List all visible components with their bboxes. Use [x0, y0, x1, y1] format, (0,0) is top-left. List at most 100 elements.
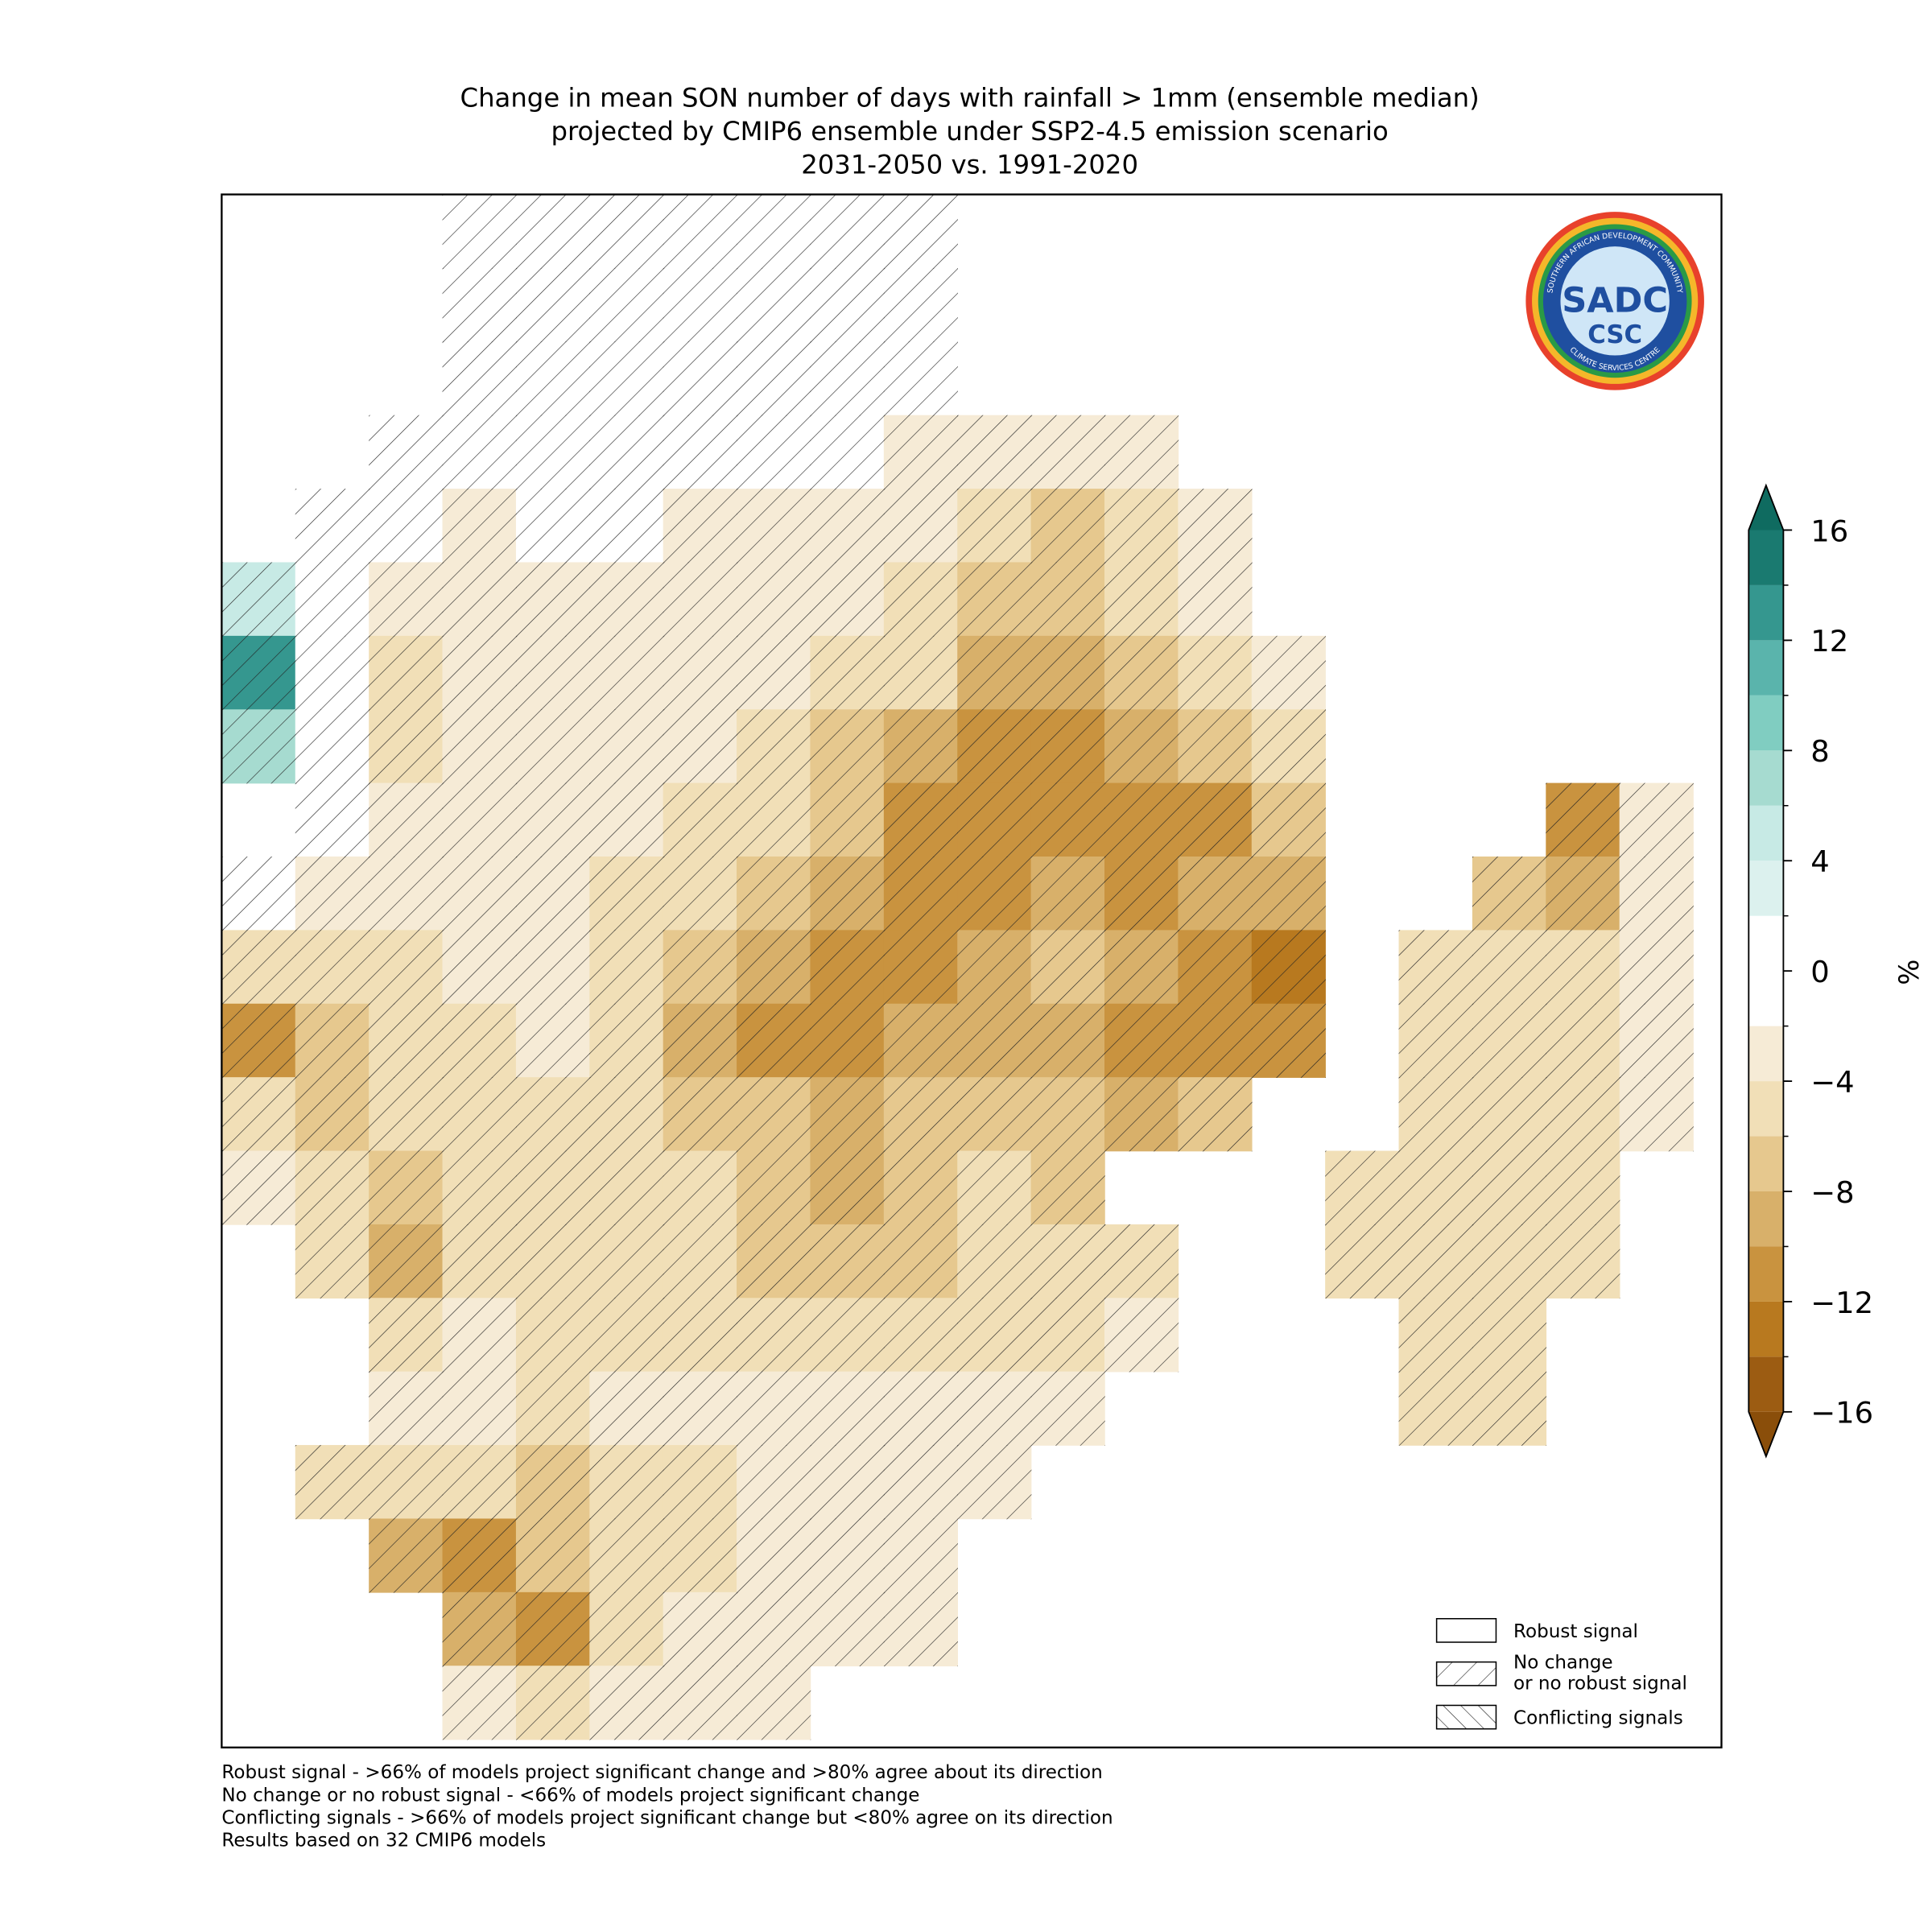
hatch-cell [515, 635, 591, 711]
hatch-cell [810, 857, 885, 931]
hatch-cell [1030, 930, 1105, 1005]
hatch-cell [589, 1371, 664, 1446]
hatch-cell [737, 1518, 811, 1593]
hatch-cell [1619, 1077, 1694, 1152]
hatch-cell [515, 1591, 591, 1666]
hatch-cell [1030, 1077, 1105, 1152]
hatch-cell [1546, 1003, 1620, 1078]
hatch-cell [442, 1591, 517, 1666]
hatch-cell [442, 782, 517, 857]
hatch-cell [442, 1666, 517, 1740]
hatch-cell [515, 562, 591, 637]
chart-title: 2031-2050 vs. 1991-2020 [801, 149, 1138, 180]
hatch-cell [810, 930, 885, 1005]
hatch-cell [810, 709, 885, 784]
footnote: Conflicting signals - >66% of models pro… [221, 1808, 1113, 1829]
hatch-cell [663, 1371, 737, 1446]
hatch-cell [1398, 1298, 1473, 1373]
colorbar-segment [1748, 1301, 1784, 1357]
hatch-cell [663, 782, 737, 857]
hatch-cell [737, 635, 811, 711]
hatch-cell [442, 562, 517, 637]
hatch-cell [1104, 1077, 1179, 1152]
hatch-cell [442, 1224, 517, 1299]
hatch-cell [221, 1077, 296, 1152]
hatch-cell [883, 782, 958, 857]
hatch-cell [1178, 489, 1253, 564]
hatch-cell [663, 1224, 737, 1299]
hatch-cell [663, 341, 737, 416]
hatch-cell [810, 562, 885, 637]
logo-text: SADC [1562, 281, 1668, 321]
hatch-cell [1398, 1077, 1473, 1152]
hatch-cell [737, 1666, 811, 1740]
colorbar-segment [1748, 530, 1784, 585]
footnotes: Robust signal - >66% of models project s… [221, 1762, 1113, 1851]
hatch-cell [221, 1150, 296, 1225]
colorbar-extend [1748, 1411, 1784, 1457]
colorbar: 16 12 8 4 0 −4 −8 −12 −16% [1748, 483, 1925, 1459]
colorbar-tick-label: 16 [1810, 514, 1848, 548]
hatch-cell [810, 1003, 885, 1078]
hatch-cell [957, 415, 1032, 489]
hatch-cell [369, 1003, 444, 1078]
hatch-cell [1030, 1371, 1105, 1446]
hatch-cell [663, 1591, 737, 1666]
colorbar-segment [1748, 750, 1784, 806]
hatch-cell [221, 635, 296, 711]
hatch-cell [1619, 930, 1694, 1005]
hatch-cell [663, 194, 737, 269]
hatch-cell [1104, 1224, 1179, 1299]
hatch-cell [589, 930, 664, 1005]
hatch-cell [883, 341, 958, 416]
hatch-cell [515, 489, 591, 564]
hatch-cell [663, 635, 737, 711]
chart-title: projected by CMIP6 ensemble under SSP2-4… [551, 116, 1388, 147]
hatch-cell [295, 1077, 369, 1152]
hatch-cell [957, 857, 1032, 931]
hatch-cell [663, 489, 737, 564]
hatch-cell [442, 1518, 517, 1593]
hatch-cell [1104, 930, 1179, 1005]
hatch-cell [1546, 1224, 1620, 1299]
hatch-cell [295, 635, 369, 711]
hatch-cell [1178, 1077, 1253, 1152]
hatch-cell [1030, 1150, 1105, 1225]
hatch-cell [442, 1298, 517, 1373]
hatch-cell [369, 1150, 444, 1225]
hatch-cell [1398, 1003, 1473, 1078]
hatch-cell [369, 1518, 444, 1593]
hatch-cell [442, 635, 517, 711]
hatch-cell [663, 562, 737, 637]
hatch-cell [957, 562, 1032, 637]
hatch-cell [515, 1445, 591, 1520]
hatch-cell [957, 930, 1032, 1005]
hatch-cell [442, 194, 517, 269]
hatch-cell [1104, 415, 1179, 489]
hatch-cell [442, 415, 517, 489]
colorbar-segment [1748, 1191, 1784, 1247]
hatch-cell [369, 1371, 444, 1446]
hatch-cell [221, 857, 296, 931]
hatch-cell [737, 415, 811, 489]
hatch-cell [589, 1003, 664, 1078]
hatch-cell [1030, 782, 1105, 857]
hatch-cell [663, 1077, 737, 1152]
hatch-cell [663, 930, 737, 1005]
hatch-cell [810, 1445, 885, 1520]
hatch-cell [1251, 1003, 1326, 1078]
colorbar-tick-label: −8 [1810, 1175, 1854, 1210]
hatch-cell [589, 1445, 664, 1520]
hatch-cell [589, 857, 664, 931]
hatch-cell [515, 709, 591, 784]
legend-swatch [1435, 1704, 1497, 1730]
hatch-cell [957, 1003, 1032, 1078]
colorbar-segment [1748, 695, 1784, 751]
hatch-cell [1178, 635, 1253, 711]
hatch-cell [515, 857, 591, 931]
hatch-cell [663, 415, 737, 489]
colorbar-segment [1748, 1026, 1784, 1082]
hatch-cell [515, 1077, 591, 1152]
hatch-cell [1472, 930, 1547, 1005]
legend-swatch [1435, 1618, 1497, 1643]
